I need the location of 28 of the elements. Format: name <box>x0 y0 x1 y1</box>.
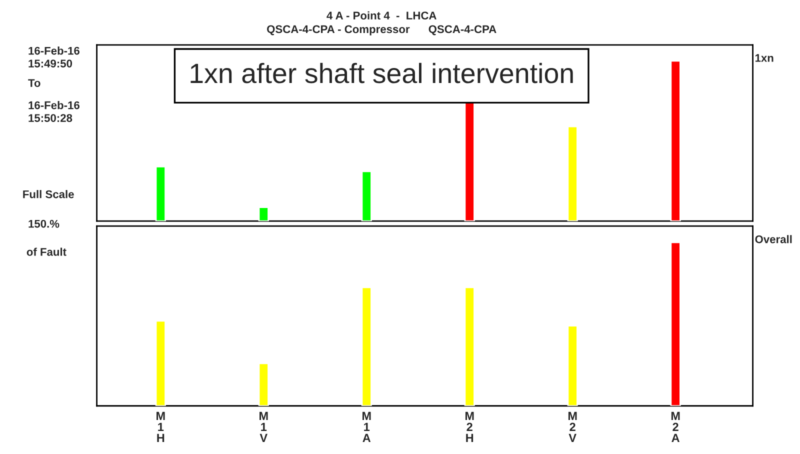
bar <box>567 126 578 222</box>
bar <box>258 362 269 406</box>
annotation: 1xn after shaft seal intervention <box>190 62 573 84</box>
bar <box>361 286 372 406</box>
bar <box>670 60 681 222</box>
bar <box>670 242 681 406</box>
bar <box>155 320 166 406</box>
text: Full Scale <box>23 190 74 198</box>
x-tick-label: M 1 V <box>260 412 268 442</box>
text: 150.% <box>28 220 60 228</box>
x-tick-label: M 1 H <box>156 412 165 442</box>
chart-title: 4 A - Point 4 - LHCA <box>326 11 436 20</box>
text: of Fault <box>26 248 66 256</box>
text: 16-Feb-16 15:49:50 <box>28 46 80 68</box>
x-tick-label: M 2 V <box>568 412 577 442</box>
bar <box>258 206 269 222</box>
y2-axis-title: Overall <box>755 235 792 244</box>
y2-axis-title: 1xn <box>755 54 774 62</box>
chart-subtitle: QSCA-4-CPA - Compressor QSCA-4-CPA <box>267 25 496 36</box>
text: 16-Feb-16 15:50:28 <box>28 101 80 122</box>
bar <box>464 286 475 406</box>
bar <box>361 170 372 222</box>
x-tick-label: M 2 A <box>671 412 680 442</box>
x-tick-label: M 2 H <box>465 412 474 442</box>
bar <box>155 166 166 222</box>
bar <box>567 325 578 406</box>
x-tick-label: M 1 A <box>362 412 371 442</box>
text: To <box>28 79 40 87</box>
